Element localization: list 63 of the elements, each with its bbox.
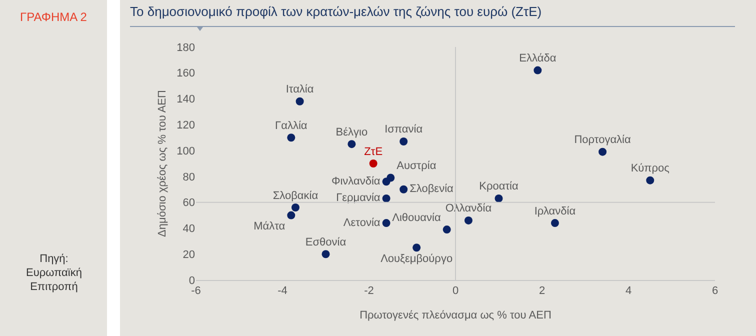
y-axis-title: Δημόσιο χρέος ως % του ΑΕΠ — [156, 90, 168, 237]
point — [464, 216, 472, 224]
y-tick-label: 120 — [176, 120, 195, 132]
y-tick-label: 140 — [176, 94, 195, 106]
series-label: Γερμανία — [336, 192, 381, 204]
x-tick-label: -4 — [278, 285, 288, 298]
series-label: Ολλανδία — [445, 202, 492, 215]
point — [412, 244, 421, 252]
series-label: Κροατία — [479, 180, 519, 193]
y-tick-label: 100 — [176, 145, 195, 158]
y-tick-label: 60 — [182, 197, 195, 210]
y-tick-label: 180 — [176, 42, 195, 54]
x-tick-label: 0 — [452, 285, 459, 298]
point — [598, 148, 607, 156]
x-tick-label: 2 — [538, 285, 546, 298]
series-label: Ιρλανδία — [534, 205, 576, 218]
point — [534, 66, 542, 74]
point — [400, 137, 408, 146]
series-label: Πορτογαλία — [574, 134, 632, 146]
point — [382, 178, 390, 186]
point — [287, 211, 296, 220]
y-tick-label: 40 — [182, 223, 195, 236]
series-label: Φινλανδία — [331, 175, 381, 188]
series-label: Βέλγιο — [336, 126, 368, 138]
series-label: Μάλτα — [254, 220, 286, 233]
y-tick-label: 80 — [182, 171, 195, 184]
x-tick-label: -6 — [191, 285, 201, 298]
series-label: Ελλάδα — [519, 52, 557, 65]
series-label: Λουξεμβούργο — [380, 252, 453, 265]
y-tick-label: 0 — [188, 274, 195, 287]
series-label: Γαλλία — [275, 120, 308, 132]
series-label: Λιθουανία — [392, 212, 442, 224]
series-label: Λετονία — [343, 216, 381, 229]
text: Πηγή: Ευρωπαϊκή Επιτροπή — [25, 252, 83, 294]
point — [322, 250, 330, 258]
point — [442, 226, 451, 234]
point — [400, 185, 408, 194]
point — [494, 194, 503, 202]
series-label: Ισπανία — [384, 124, 424, 136]
point — [382, 194, 390, 202]
y-tick-label: 160 — [176, 68, 195, 80]
point — [369, 160, 378, 168]
x-tick-label: -2 — [364, 285, 374, 298]
series-label: Αυστρία — [396, 160, 437, 172]
series-label: Εσθονία — [305, 236, 347, 248]
point — [382, 219, 390, 228]
y-tick-label: 20 — [182, 248, 195, 261]
x-tick-label: 4 — [625, 285, 632, 298]
chart-title: Το δημοσιονομικό προφίλ των κρατών-μελών της ζώνης του ευρώ (ΖτΕ) — [130, 4, 542, 20]
x-axis-title: Πρωτογενές πλεόνασμα ως % του ΑΕΠ — [360, 309, 552, 322]
x-tick-label: 6 — [712, 285, 718, 298]
series-label: Σλοβενία — [410, 183, 454, 196]
point — [348, 140, 356, 148]
point — [646, 176, 654, 184]
series-label: ΖτΕ — [364, 146, 383, 158]
point — [291, 204, 300, 212]
series-label: Ιταλία — [286, 84, 314, 96]
point — [550, 219, 559, 228]
series-label: Κύπρος — [630, 162, 670, 175]
series-label: Σλοβακία — [272, 190, 319, 202]
point — [287, 134, 296, 142]
text: ΓΡΑΦΗΜΑ 2 — [19, 10, 88, 24]
point — [296, 97, 304, 106]
